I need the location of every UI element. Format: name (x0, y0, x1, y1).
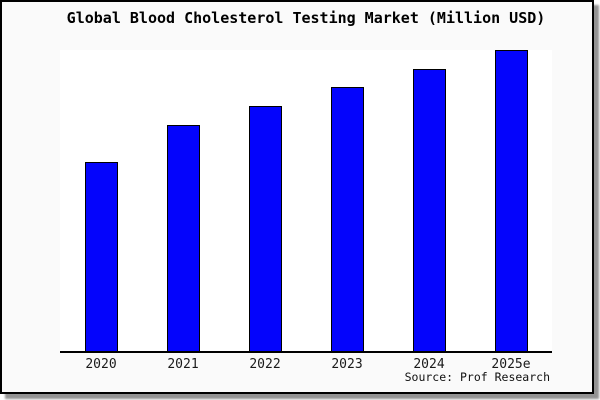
bars (60, 50, 552, 351)
chart-title: Global Blood Cholesterol Testing Market … (66, 9, 546, 27)
bar-slot (306, 50, 388, 351)
bar-2021 (166, 124, 200, 351)
bar-slot (142, 50, 224, 351)
x-tick-label-2020: 2020 (85, 357, 117, 372)
bar-2020 (84, 161, 118, 351)
bar-slot (224, 50, 306, 351)
bar-slot (470, 50, 552, 351)
bar-2022 (248, 106, 282, 351)
x-axis-labels: 2020 2021 2022 2023 2024 2025e (60, 357, 552, 372)
bar-2025e (494, 50, 528, 351)
bar-2024 (412, 68, 446, 351)
bar-slot (60, 50, 142, 351)
x-tick-label-2022: 2022 (249, 357, 281, 372)
plot-area (60, 50, 552, 353)
source-credit: Source: Prof Research (404, 370, 550, 384)
x-tick-label-2023: 2023 (331, 357, 363, 372)
bar-slot (388, 50, 470, 351)
bar-2023 (330, 87, 364, 351)
x-tick-label-2021: 2021 (167, 357, 199, 372)
x-tick-label-2024: 2024 (413, 357, 445, 372)
chart-frame: Global Blood Cholesterol Testing Market … (0, 0, 594, 394)
x-tick-label-2025e: 2025e (491, 357, 531, 372)
